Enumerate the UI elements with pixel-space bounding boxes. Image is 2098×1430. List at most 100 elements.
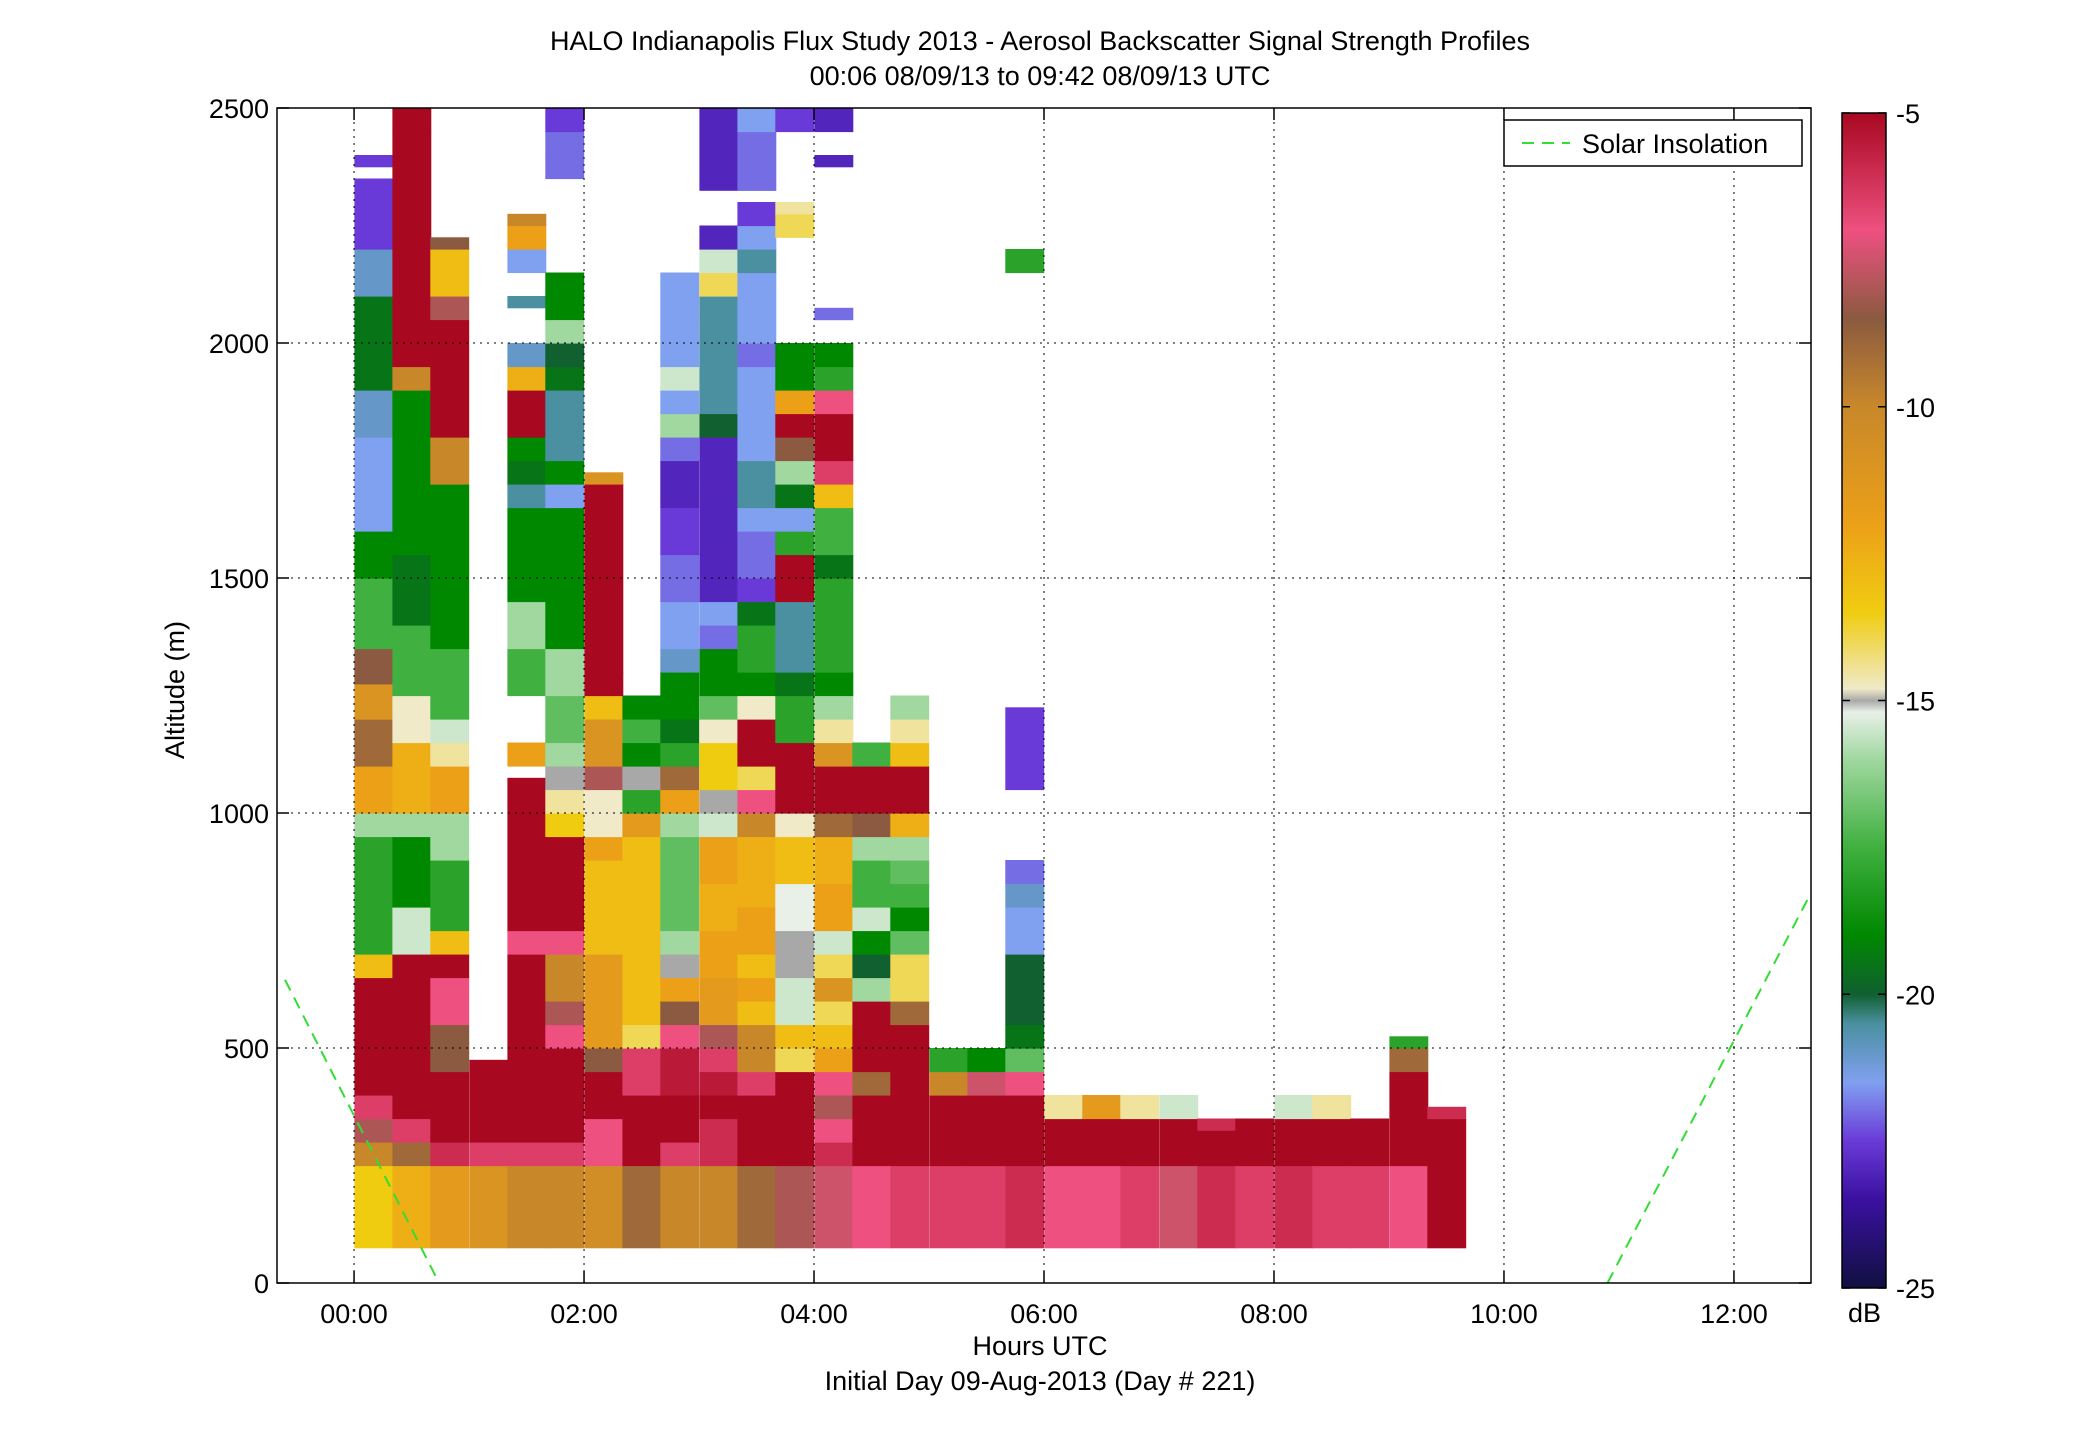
heatmap-cell: [507, 225, 547, 250]
heatmap-cell: [545, 484, 585, 509]
heatmap-cell: [622, 742, 662, 767]
heatmap-cell: [737, 695, 777, 720]
heatmap-cell: [775, 672, 815, 697]
heatmap-cell: [737, 249, 777, 274]
heatmap-cell: [775, 695, 815, 744]
heatmap-cell: [775, 1071, 815, 1167]
heatmap-cell: [622, 813, 662, 838]
heatmap-cell: [1005, 907, 1045, 955]
heatmap-cell: [814, 1118, 854, 1143]
x-tick-label: 12:00: [1700, 1299, 1768, 1329]
heatmap-cell: [699, 601, 739, 626]
heatmap-cell: [354, 954, 394, 979]
heatmap-cell: [699, 272, 739, 297]
heatmap-cell: [699, 813, 739, 838]
colorbar: -5 -10 -15 -20 -25 dB: [1841, 99, 1935, 1328]
heatmap-cell: [584, 1048, 624, 1073]
heatmap-cell: [890, 766, 930, 814]
heatmap-cell: [1082, 1165, 1122, 1249]
heatmap-cell: [737, 977, 777, 1002]
heatmap-cell: [545, 1024, 585, 1049]
heatmap-cell: [354, 977, 394, 1096]
heatmap-cell: [430, 1165, 470, 1249]
heatmap-cell: [545, 155, 585, 180]
heatmap-cell: [852, 860, 892, 908]
heatmap-cell: [814, 742, 854, 767]
heatmap-cell: [354, 296, 394, 391]
heatmap-cell: [622, 836, 662, 885]
heatmap-cell: [775, 813, 815, 838]
heatmap-cell: [545, 766, 585, 791]
heatmap-cell: [545, 930, 585, 955]
heatmap-cell: [545, 1001, 585, 1026]
heatmap-cell: [1197, 1165, 1237, 1249]
heatmap-cell: [814, 813, 854, 838]
heatmap-cell: [354, 178, 394, 250]
heatmap-cell: [852, 813, 892, 838]
heatmap-cell: [430, 1142, 470, 1167]
heatmap-cell: [354, 249, 394, 297]
x-tick-label: 08:00: [1240, 1299, 1308, 1329]
heatmap-cell: [775, 930, 815, 979]
heatmap-cell: [775, 460, 815, 485]
heatmap-cell: [622, 1048, 662, 1096]
solar-insolation-line: [284, 979, 440, 1284]
heatmap-cell: [354, 836, 394, 955]
heatmap-cell: [430, 437, 470, 485]
heatmap-cell: [1389, 1048, 1429, 1073]
heatmap-cell: [890, 930, 930, 955]
heatmap-cell: [545, 366, 585, 391]
heatmap-cell: [814, 766, 854, 814]
heatmap-cell: [699, 1024, 739, 1049]
heatmap-cell: [584, 472, 624, 485]
heatmap-cell: [890, 695, 930, 720]
heatmap-cell: [890, 977, 930, 1002]
heatmap-cell: [660, 366, 700, 391]
heatmap-cell: [737, 272, 777, 344]
heatmap-cell: [890, 719, 930, 744]
heatmap-cell: [814, 695, 854, 720]
heatmap-cell: [660, 1165, 700, 1249]
heatmap-cell: [1005, 1071, 1045, 1096]
heatmap-cell: [775, 766, 815, 814]
heatmap-cell: [737, 813, 777, 838]
heatmap-cell: [699, 836, 739, 885]
heatmap-cell: [354, 683, 394, 720]
x-axis-sublabel: Initial Day 09-Aug-2013 (Day # 221): [825, 1366, 1256, 1396]
heatmap-cell: [1159, 1118, 1199, 1167]
heatmap-cell: [775, 648, 815, 673]
heatmap-cell: [507, 366, 547, 391]
heatmap-cell: [545, 1165, 585, 1249]
heatmap-cell: [507, 437, 547, 462]
heatmap-cell: [852, 1071, 892, 1096]
heatmap-cell: [775, 977, 815, 1026]
heatmap-cell: [1312, 1118, 1352, 1167]
heatmap-cell: [967, 1095, 1007, 1167]
heatmap-cell: [545, 272, 585, 297]
heatmap-cell: [584, 954, 624, 1049]
heatmap-cell: [1159, 1165, 1199, 1249]
heatmap-cell: [1312, 1095, 1352, 1120]
heatmap-cell: [1005, 1165, 1045, 1249]
heatmap-cell: [814, 108, 854, 133]
heatmap-cell: [852, 1001, 892, 1073]
heatmap-cell: [392, 131, 432, 368]
heatmap-cell: [392, 695, 432, 744]
x-tick-label: 06:00: [1010, 1299, 1078, 1329]
heatmap-cell: [660, 954, 700, 979]
colorbar-tick-label: -20: [1896, 980, 1935, 1010]
heatmap-cell: [1005, 742, 1045, 767]
heatmap-cell: [430, 742, 470, 767]
heatmap-cell: [354, 578, 394, 650]
heatmap-cell: [392, 836, 432, 908]
heatmap-cell: [737, 625, 777, 673]
heatmap-cell: [660, 437, 700, 462]
heatmap-cell: [1389, 1036, 1429, 1049]
heatmap-cell: [814, 307, 854, 321]
heatmap-cell: [430, 977, 470, 1026]
heatmap-cell: [737, 601, 777, 626]
heatmap-cell: [584, 1071, 624, 1120]
heatmap-cell: [890, 883, 930, 908]
heatmap-cell: [660, 930, 700, 955]
